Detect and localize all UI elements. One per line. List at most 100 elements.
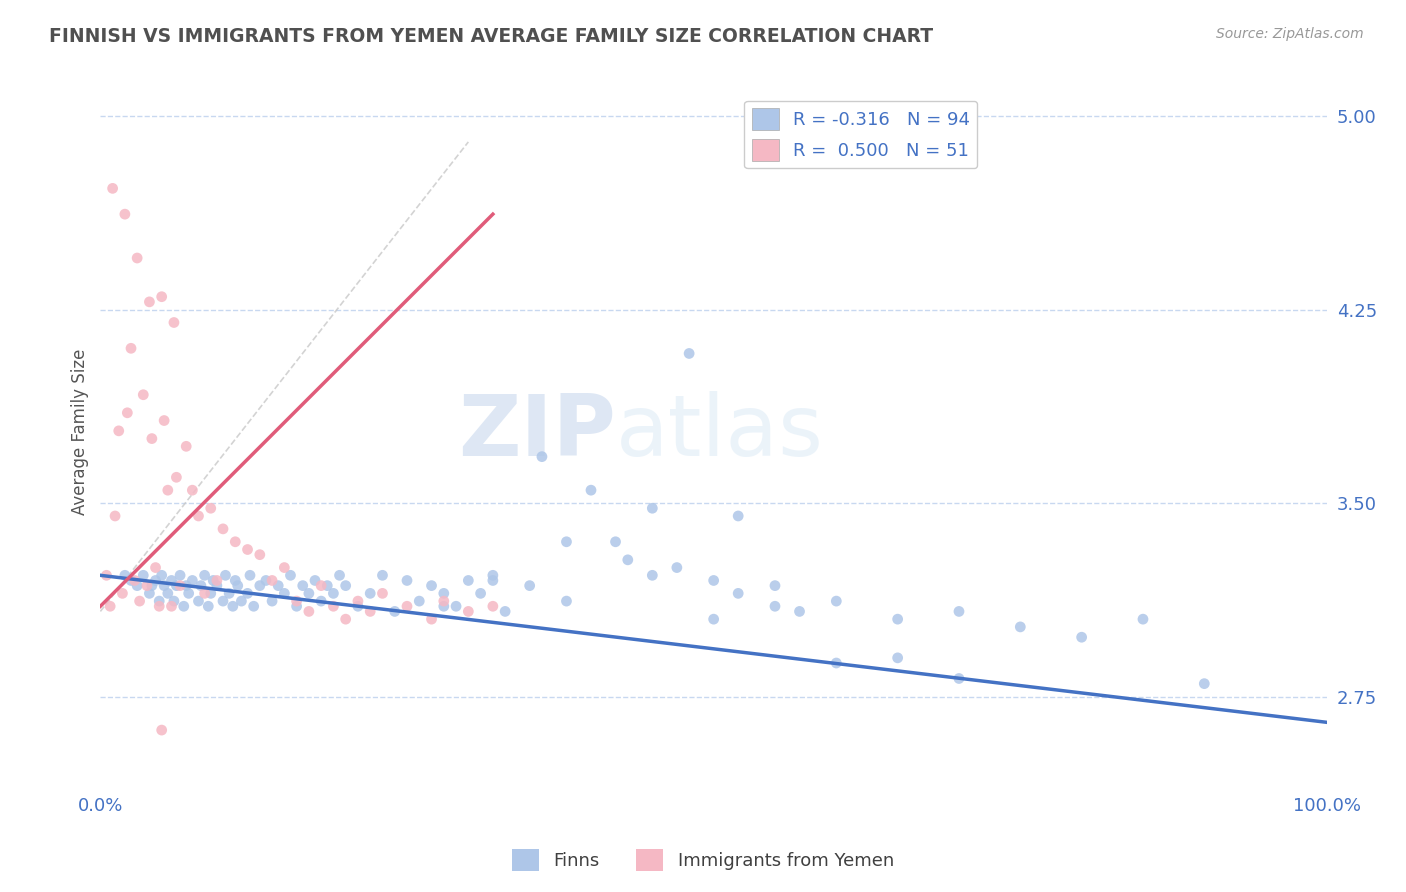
Point [328, 568, 350, 582]
Point [111, 586, 134, 600]
Point [420, 579, 443, 593]
Point [335, 612, 357, 626]
Point [150, 290, 173, 304]
Text: ZIP: ZIP [458, 391, 616, 474]
Point [322, 586, 344, 600]
Point [127, 251, 149, 265]
Point [457, 574, 479, 588]
Point [605, 534, 627, 549]
Point [120, 341, 142, 355]
Point [148, 594, 170, 608]
Point [309, 579, 332, 593]
Point [1132, 612, 1154, 626]
Point [359, 604, 381, 618]
Point [262, 574, 284, 588]
Point [665, 560, 688, 574]
Point [384, 604, 406, 618]
Point [347, 594, 370, 608]
Point [395, 574, 418, 588]
Text: FINNISH VS IMMIGRANTS FROM YEMEN AVERAGE FAMILY SIZE CORRELATION CHART: FINNISH VS IMMIGRANTS FROM YEMEN AVERAGE… [49, 27, 934, 45]
Point [187, 594, 209, 608]
Point [127, 579, 149, 593]
Legend: Finns, Immigrants from Yemen: Finns, Immigrants from Yemen [505, 842, 901, 879]
Point [96, 568, 118, 582]
Point [408, 594, 430, 608]
Point [98, 599, 121, 614]
Point [457, 604, 479, 618]
Point [141, 432, 163, 446]
Point [148, 599, 170, 614]
Legend: R = -0.316   N = 94, R =  0.500   N = 51: R = -0.316 N = 94, R = 0.500 N = 51 [744, 101, 977, 169]
Point [120, 574, 142, 588]
Point [482, 568, 505, 582]
Point [156, 483, 179, 498]
Point [174, 579, 197, 593]
Point [825, 594, 848, 608]
Point [494, 604, 516, 618]
Point [285, 599, 308, 614]
Point [202, 574, 225, 588]
Point [160, 574, 183, 588]
Point [519, 579, 541, 593]
Point [187, 508, 209, 523]
Point [165, 470, 187, 484]
Point [200, 501, 222, 516]
Point [190, 579, 212, 593]
Point [224, 574, 246, 588]
Point [222, 599, 245, 614]
Point [231, 594, 253, 608]
Point [420, 612, 443, 626]
Point [200, 586, 222, 600]
Point [433, 594, 456, 608]
Point [163, 316, 186, 330]
Point [212, 594, 235, 608]
Point [433, 599, 456, 614]
Point [136, 579, 159, 593]
Point [249, 548, 271, 562]
Point [298, 586, 321, 600]
Point [114, 207, 136, 221]
Point [156, 586, 179, 600]
Point [212, 522, 235, 536]
Point [727, 586, 749, 600]
Point [254, 574, 277, 588]
Point [163, 594, 186, 608]
Point [138, 294, 160, 309]
Point [197, 599, 219, 614]
Text: Source: ZipAtlas.com: Source: ZipAtlas.com [1216, 27, 1364, 41]
Point [132, 388, 155, 402]
Point [174, 439, 197, 453]
Point [886, 651, 908, 665]
Point [555, 534, 578, 549]
Point [555, 594, 578, 608]
Point [104, 508, 127, 523]
Point [194, 586, 217, 600]
Point [214, 568, 236, 582]
Point [763, 579, 786, 593]
Point [470, 586, 492, 600]
Point [579, 483, 602, 498]
Point [132, 568, 155, 582]
Point [335, 579, 357, 593]
Point [304, 574, 326, 588]
Point [239, 568, 262, 582]
Point [267, 579, 290, 593]
Point [433, 586, 456, 600]
Point [482, 574, 505, 588]
Point [224, 534, 246, 549]
Point [114, 568, 136, 582]
Point [825, 656, 848, 670]
Point [482, 599, 505, 614]
Point [181, 574, 204, 588]
Point [727, 508, 749, 523]
Point [173, 599, 195, 614]
Point [181, 483, 204, 498]
Point [1070, 630, 1092, 644]
Point [371, 568, 394, 582]
Point [138, 586, 160, 600]
Point [249, 579, 271, 593]
Point [169, 579, 191, 593]
Point [641, 501, 664, 516]
Point [291, 579, 314, 593]
Point [273, 560, 295, 574]
